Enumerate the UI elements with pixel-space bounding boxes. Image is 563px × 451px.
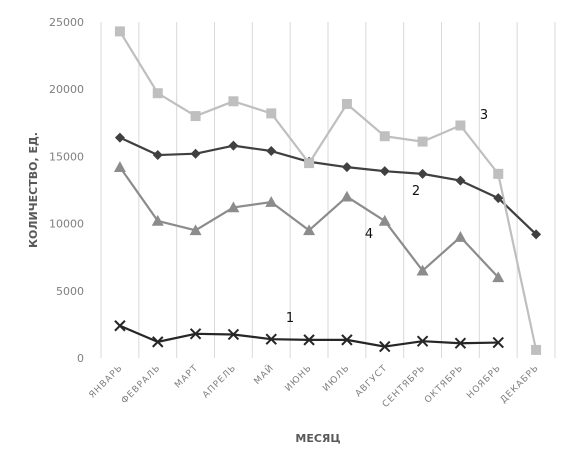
series-3-point-3	[228, 96, 239, 107]
series-4-point-9	[454, 231, 467, 242]
series-1-point-1	[152, 336, 164, 348]
series-3-point-1	[152, 88, 163, 99]
series-1-point-0-stroke-b	[114, 320, 126, 332]
y-tick-label-1: 5000	[56, 285, 84, 298]
series-1-point-7-stroke-b	[379, 340, 391, 353]
series-3-line	[118, 30, 538, 351]
x-tick-label-11: ДЕКАБРЬ	[499, 363, 541, 405]
series-3-point-6	[341, 98, 352, 109]
series-2-point-0	[114, 132, 125, 143]
series-2-point-2	[190, 148, 201, 159]
series-3-point-4	[266, 108, 277, 119]
series-4-point-1	[151, 214, 164, 226]
series-4-point-7	[378, 214, 391, 226]
series-2-point-3	[228, 140, 239, 151]
x-tick-label-1: ФЕВРАЛЬ	[120, 363, 163, 406]
series-4-point-6	[340, 190, 353, 202]
series-1-point-9-stroke-b	[454, 337, 467, 349]
y-axis-ticks: 0 5000 10000 15000 20000 25000	[49, 16, 84, 365]
series-4-point-8	[416, 264, 429, 276]
series-3-point-7	[379, 131, 390, 142]
series-2-point-4	[266, 146, 277, 157]
series-3-point-9	[455, 120, 466, 131]
series-1-point-0	[114, 320, 126, 332]
series-1-point-10	[492, 336, 504, 349]
series-3-point-11	[531, 344, 542, 355]
series-4-point-4	[265, 196, 278, 207]
series-1-point-2	[189, 328, 202, 340]
series-4-point-0	[113, 161, 126, 172]
series-labels: 1 2 3 4	[286, 108, 488, 326]
series-1-point-6-stroke-b	[341, 334, 353, 346]
series-2-point-1	[152, 150, 163, 161]
series-3-point-5	[304, 158, 315, 169]
y-tick-label-2: 10000	[49, 218, 84, 231]
x-tick-label-4: МАЙ	[251, 362, 276, 387]
series-1-point-1-stroke-b	[152, 336, 164, 348]
series-label-1: 1	[286, 311, 294, 326]
series-2-point-9	[455, 175, 466, 186]
series-2-point-7	[379, 166, 390, 177]
x-tick-label-6: ИЮЛЬ	[321, 363, 352, 394]
series-label-3: 3	[480, 108, 488, 123]
x-tick-label-7: АВГУСТ	[354, 363, 390, 399]
series-1-point-3	[227, 328, 240, 341]
y-axis-title: КОЛИЧЕСТВО, ЕД.	[27, 132, 40, 248]
grid-layer	[100, 22, 556, 358]
y-tick-label-3: 15000	[49, 150, 84, 163]
marker-layer	[113, 26, 542, 355]
series-4-point-5	[303, 224, 316, 236]
y-tick-label-0: 0	[77, 352, 84, 365]
series-3-point-0	[114, 26, 125, 37]
y-tick-label-4: 20000	[49, 83, 84, 96]
series-1-point-5-stroke-b	[303, 334, 315, 346]
series-4-point-10	[492, 271, 505, 283]
series-1-point-3-stroke-b	[227, 328, 240, 341]
series-1-point-8-stroke-b	[416, 335, 429, 347]
series-2-point-6	[341, 162, 352, 173]
series-1-point-7	[379, 340, 391, 353]
series-1-point-4	[265, 333, 277, 345]
series-2-point-10	[493, 193, 504, 204]
series-3-point-10	[493, 168, 504, 179]
series-label-2: 2	[412, 184, 420, 199]
series-2-point-8	[417, 168, 428, 179]
x-tick-label-5: ИЮНЬ	[284, 363, 315, 394]
x-tick-label-0: ЯНВАРЬ	[88, 363, 125, 400]
series-1-point-5	[303, 334, 315, 346]
series-1-point-4-stroke-b	[265, 333, 277, 345]
series-1-point-6	[341, 334, 353, 346]
x-axis-title: МЕСЯЦ	[295, 432, 340, 445]
series-label-4: 4	[365, 227, 373, 242]
series-1-point-9	[454, 337, 467, 349]
series-3-point-2	[190, 111, 201, 122]
series-1-point-10-stroke-b	[492, 336, 504, 349]
x-tick-label-2: МАРТ	[173, 363, 200, 390]
x-tick-label-10: НОЯБРЬ	[465, 363, 503, 401]
series-2-line	[119, 136, 537, 236]
series-4-point-2	[189, 224, 202, 236]
series-1-point-8	[416, 335, 429, 347]
series-4-point-3	[227, 201, 240, 213]
series-2-point-11	[531, 229, 542, 240]
series-1-point-2-stroke-b	[189, 328, 202, 340]
x-tick-label-3: АПРЕЛЬ	[201, 363, 238, 400]
y-tick-label-5: 25000	[49, 16, 84, 29]
x-tick-label-9: ОКТЯБРЬ	[423, 363, 465, 405]
series-3-point-8	[417, 136, 428, 147]
